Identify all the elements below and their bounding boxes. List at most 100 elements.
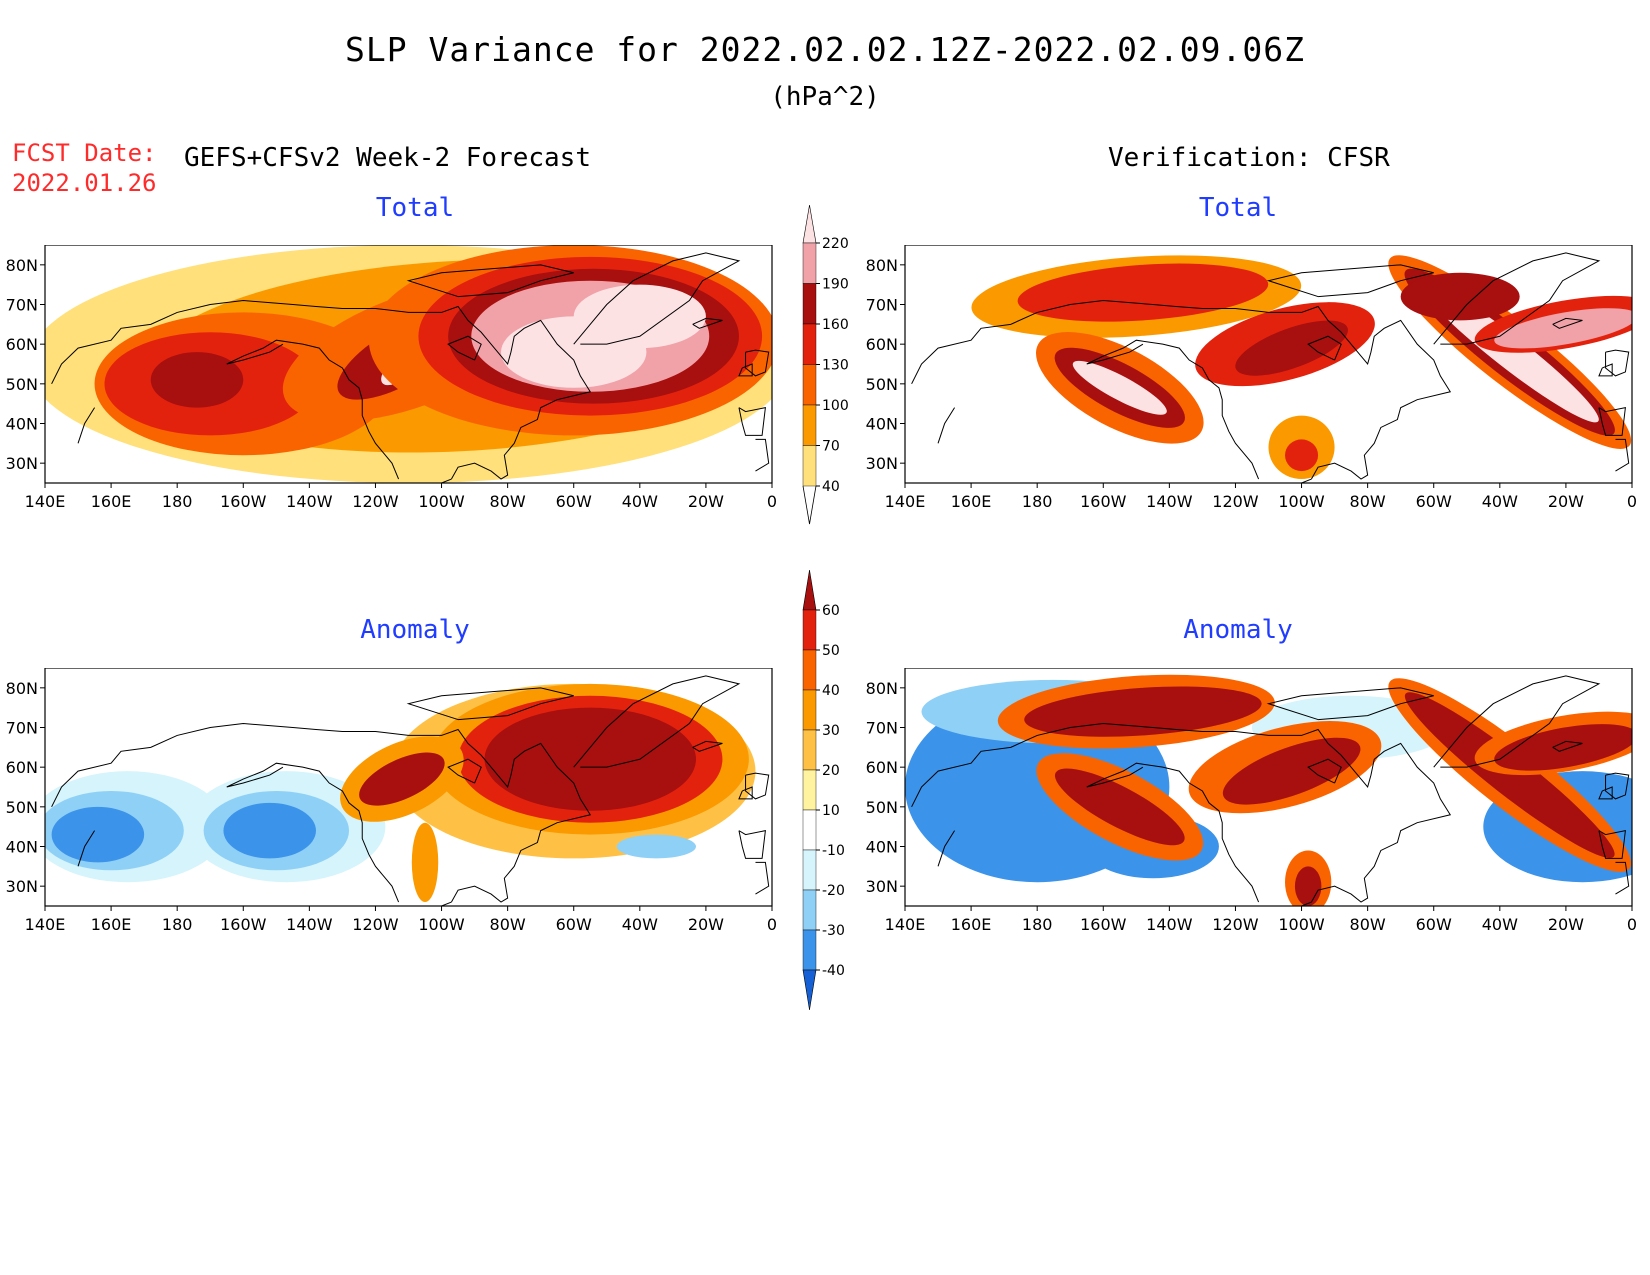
- forecast-date-caption: FCST Date:: [12, 139, 157, 167]
- verification-subtitle: Verification: CFSR: [1108, 143, 1390, 173]
- coastline: [441, 901, 452, 906]
- coastline: [226, 762, 400, 903]
- field-contour: [223, 802, 316, 859]
- lon-label: 0: [767, 492, 777, 511]
- verification-total-title: Total: [1198, 193, 1278, 223]
- coastline: [738, 830, 766, 859]
- coastline: [447, 758, 482, 784]
- coastlines: [51, 675, 770, 906]
- lon-label: 120W: [352, 492, 399, 511]
- lat-label: 70N: [6, 296, 38, 315]
- forecast-total-title: Total: [375, 193, 455, 223]
- colorbar-box: [802, 445, 817, 487]
- verification-anomaly-title: Anomaly: [1183, 615, 1293, 645]
- lon-label: 60W: [556, 492, 592, 511]
- lon-label: 180: [1022, 492, 1053, 511]
- coastline: [692, 740, 723, 752]
- coastline: [447, 335, 482, 361]
- lon-label: 120W: [1212, 915, 1259, 934]
- lat-label: 50N: [6, 375, 38, 394]
- lon-label: 140W: [286, 492, 333, 511]
- lat-label: 50N: [866, 798, 898, 817]
- lon-label: 20W: [1548, 492, 1584, 511]
- coastline: [77, 407, 95, 444]
- coastline: [51, 300, 592, 480]
- coastline: [1086, 339, 1260, 480]
- colorbar-label: -30: [822, 923, 845, 939]
- lon-label: 60W: [556, 915, 592, 934]
- lat-label: 50N: [6, 798, 38, 817]
- lon-label: 20W: [1548, 915, 1584, 934]
- colorbar-label: 20: [822, 763, 840, 779]
- coastline: [745, 772, 770, 800]
- verification-total-map: 80N 70N 60N 50N 40N 30N 140E 160E 180 160W 140W 120…: [866, 245, 1637, 511]
- colorbar-box: [802, 283, 817, 325]
- forecast-anomaly-title: Anomaly: [360, 615, 470, 645]
- colorbar-label: 190: [822, 277, 849, 293]
- colorbar-label: 70: [822, 439, 840, 455]
- lon-label: 160W: [1080, 915, 1127, 934]
- lon-label: 100W: [1278, 915, 1325, 934]
- coastline: [692, 317, 723, 329]
- lon-label: 160W: [220, 915, 267, 934]
- coastline: [441, 478, 452, 483]
- colorbar-label: 160: [822, 317, 849, 333]
- map-frame: [904, 245, 1633, 484]
- field-contour: [1235, 320, 1348, 376]
- colorbar-bottom-arrow: [802, 485, 817, 525]
- lon-label: 160E: [951, 492, 992, 511]
- colorbar-label: 30: [822, 723, 840, 739]
- lon-label: 0: [767, 915, 777, 934]
- forecast-anomaly-map: 80N 70N 60N 50N 40N 30N 140E 160E 180 160W 140W 120…: [6, 668, 777, 934]
- coastlines: [911, 675, 1630, 906]
- field-contour: [150, 352, 244, 408]
- lat-label: 80N: [6, 256, 38, 275]
- colorbar-box: [802, 364, 817, 406]
- field-contour: [1017, 263, 1269, 322]
- coastline: [1552, 317, 1583, 329]
- coastline: [1598, 786, 1613, 800]
- colorbar-label: 40: [822, 479, 840, 495]
- forecast-date-value: 2022.01.26: [12, 169, 157, 197]
- forecast-date-label: FCST Date: 2022.01.26: [12, 138, 157, 198]
- colorbar-box: [802, 689, 817, 731]
- colorbar-box: [802, 649, 817, 691]
- lat-label: 40N: [866, 838, 898, 857]
- colorbar-label: -20: [822, 883, 845, 899]
- lon-label: 80W: [1350, 492, 1386, 511]
- colorbar-box: [802, 242, 817, 284]
- lon-label: 80W: [490, 492, 526, 511]
- lat-label: 70N: [866, 719, 898, 738]
- coastline: [1266, 264, 1434, 298]
- lat-label: 60N: [6, 335, 38, 354]
- coastline: [406, 264, 574, 298]
- lon-label: 180: [162, 492, 193, 511]
- lat-label: 40N: [866, 415, 898, 434]
- lon-label: 40W: [622, 915, 658, 934]
- coastline: [937, 830, 955, 867]
- forecast-subtitle: GEFS+CFSv2 Week-2 Forecast: [184, 143, 591, 173]
- coastline: [1605, 772, 1630, 800]
- lon-label: 140E: [885, 492, 926, 511]
- lat-label: 70N: [6, 719, 38, 738]
- lon-label: 180: [1022, 915, 1053, 934]
- coastline: [1266, 687, 1434, 721]
- lon-label: 60W: [1416, 492, 1452, 511]
- lat-label: 70N: [866, 296, 898, 315]
- field-contour: [616, 834, 696, 859]
- field-shading: [45, 245, 772, 483]
- lon-label: 160E: [951, 915, 992, 934]
- map-frame: [44, 245, 773, 484]
- colorbar-bottom-arrow: [802, 969, 817, 1011]
- coastline: [1605, 349, 1630, 377]
- colorbar-label: -40: [822, 963, 845, 979]
- lon-label: 140E: [25, 492, 66, 511]
- field-shading: [45, 683, 756, 903]
- coastline: [1615, 438, 1630, 472]
- colorbar-label: -10: [822, 843, 845, 859]
- map-frame: [44, 668, 773, 907]
- lon-label: 160W: [220, 492, 267, 511]
- lat-label: 30N: [6, 877, 38, 896]
- lat-label: 80N: [6, 679, 38, 698]
- coastline: [1598, 407, 1626, 436]
